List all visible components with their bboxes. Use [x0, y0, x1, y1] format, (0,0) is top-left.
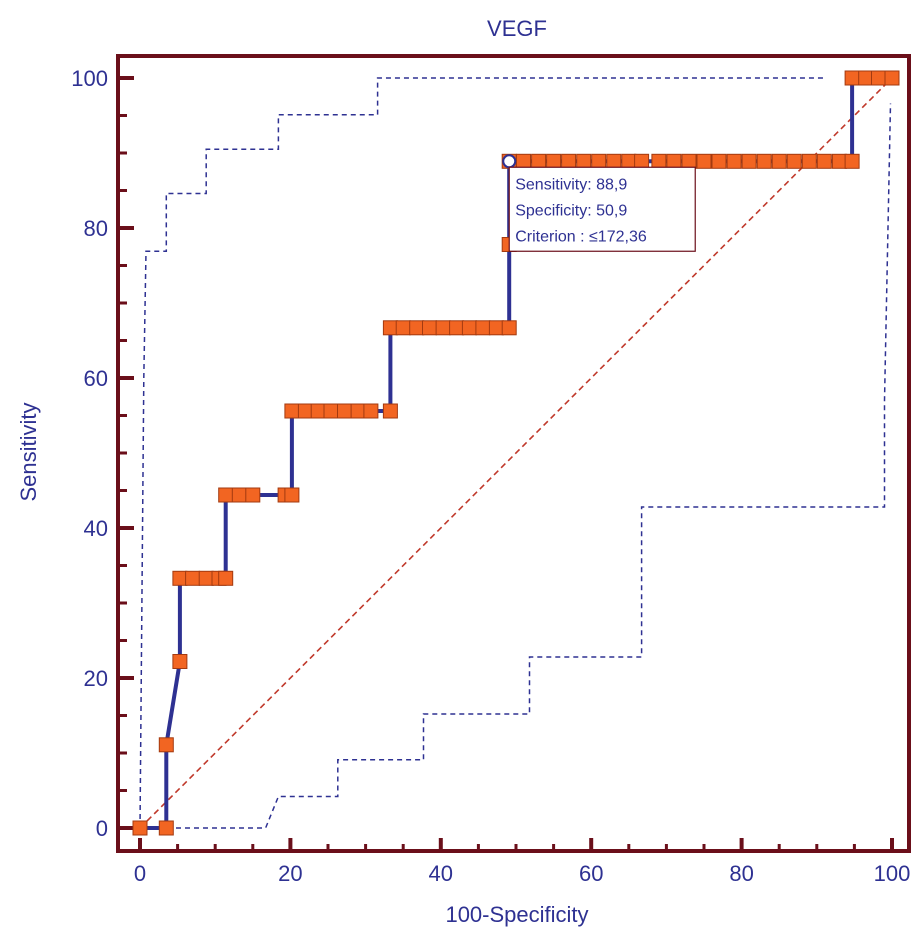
- roc-point-marker: [198, 570, 214, 586]
- roc-point-marker: [606, 153, 622, 169]
- roc-point-marker: [323, 403, 339, 419]
- roc-point-marker: [844, 153, 860, 169]
- confidence-upper-bound: [139, 77, 826, 829]
- x-tick-label: 0: [134, 861, 146, 886]
- roc-point-marker: [871, 70, 886, 86]
- roc-point-marker: [395, 320, 411, 336]
- roc-point-marker: [382, 403, 398, 419]
- roc-point-marker: [621, 153, 637, 169]
- roc-point-marker: [132, 820, 148, 836]
- reference-diagonal-line: [139, 77, 893, 829]
- y-tick-label: 40: [84, 516, 108, 541]
- roc-point-marker: [591, 153, 607, 169]
- roc-point-marker: [531, 153, 547, 169]
- roc-point-marker: [449, 320, 465, 336]
- roc-point-marker: [284, 403, 300, 419]
- roc-point-marker: [284, 487, 300, 503]
- roc-point-marker: [435, 320, 451, 336]
- roc-point-marker: [475, 320, 491, 336]
- roc-point-marker: [350, 403, 366, 419]
- roc-point-marker: [771, 153, 787, 169]
- roc-point-marker: [711, 153, 727, 169]
- roc-point-marker: [337, 403, 352, 419]
- criterion-tooltip-line: Sensitivity: 88,9: [515, 176, 627, 193]
- roc-point-marker: [363, 403, 379, 419]
- roc-point-marker: [576, 153, 592, 169]
- roc-point-marker: [158, 737, 174, 753]
- roc-point-marker: [741, 153, 757, 169]
- x-tick-label: 100: [874, 861, 911, 886]
- roc-point-marker: [884, 70, 900, 86]
- y-tick-label: 20: [84, 666, 108, 691]
- roc-point-marker: [297, 403, 313, 419]
- y-tick-label: 100: [71, 66, 108, 91]
- y-tick-label: 0: [96, 816, 108, 841]
- roc-point-marker: [756, 153, 772, 169]
- roc-point-marker: [546, 153, 562, 169]
- roc-point-marker: [816, 153, 832, 169]
- y-tick-label: 80: [84, 216, 108, 241]
- roc-point-marker: [488, 320, 504, 336]
- roc-point-marker: [422, 320, 437, 336]
- plot-area: 0 20 40 60 80 100 0 20 40 60 80 100 Sensitivity: 88,…: [71, 54, 911, 886]
- roc-point-marker: [634, 153, 650, 169]
- criterion-tooltip: [508, 166, 696, 252]
- roc-point-marker: [172, 570, 188, 586]
- roc-point-marker: [231, 487, 247, 503]
- y-axis-label: Sensitivity: [16, 402, 41, 501]
- roc-point-marker: [786, 153, 802, 169]
- roc-point-marker: [844, 70, 860, 86]
- x-tick-label: 20: [278, 861, 302, 886]
- roc-point-marker: [461, 320, 477, 336]
- x-tick-label: 40: [429, 861, 453, 886]
- roc-point-marker: [561, 153, 577, 169]
- optimal-point-marker: [502, 154, 517, 169]
- roc-point-marker: [801, 153, 817, 169]
- roc-point-marker: [172, 654, 188, 669]
- roc-point-marker: [651, 153, 667, 169]
- roc-point-marker: [726, 153, 742, 169]
- x-tick-label: 60: [579, 861, 603, 886]
- roc-point-marker: [409, 320, 425, 336]
- roc-point-marker: [218, 570, 234, 586]
- roc-point-marker: [666, 153, 682, 169]
- roc-point-marker: [185, 570, 201, 586]
- roc-point-marker: [858, 70, 874, 86]
- chart-title: VEGF: [487, 16, 547, 41]
- x-axis-label: 100-Specificity: [445, 902, 588, 927]
- roc-point-marker: [501, 320, 517, 336]
- criterion-tooltip-line: Criterion : ≤172,36: [515, 228, 647, 245]
- roc-point-marker: [696, 153, 712, 169]
- roc-point-marker: [382, 320, 398, 336]
- roc-point-marker: [158, 820, 174, 836]
- criterion-tooltip-line: Specificity: 50,9: [515, 202, 627, 219]
- roc-point-marker: [310, 403, 326, 419]
- roc-point-marker: [245, 487, 261, 503]
- roc-point-marker: [218, 487, 234, 503]
- roc-point-marker: [681, 153, 697, 169]
- x-tick-label: 80: [729, 861, 753, 886]
- roc-point-marker: [516, 153, 531, 169]
- y-tick-label: 60: [84, 366, 108, 391]
- roc-point-marker: [831, 153, 847, 169]
